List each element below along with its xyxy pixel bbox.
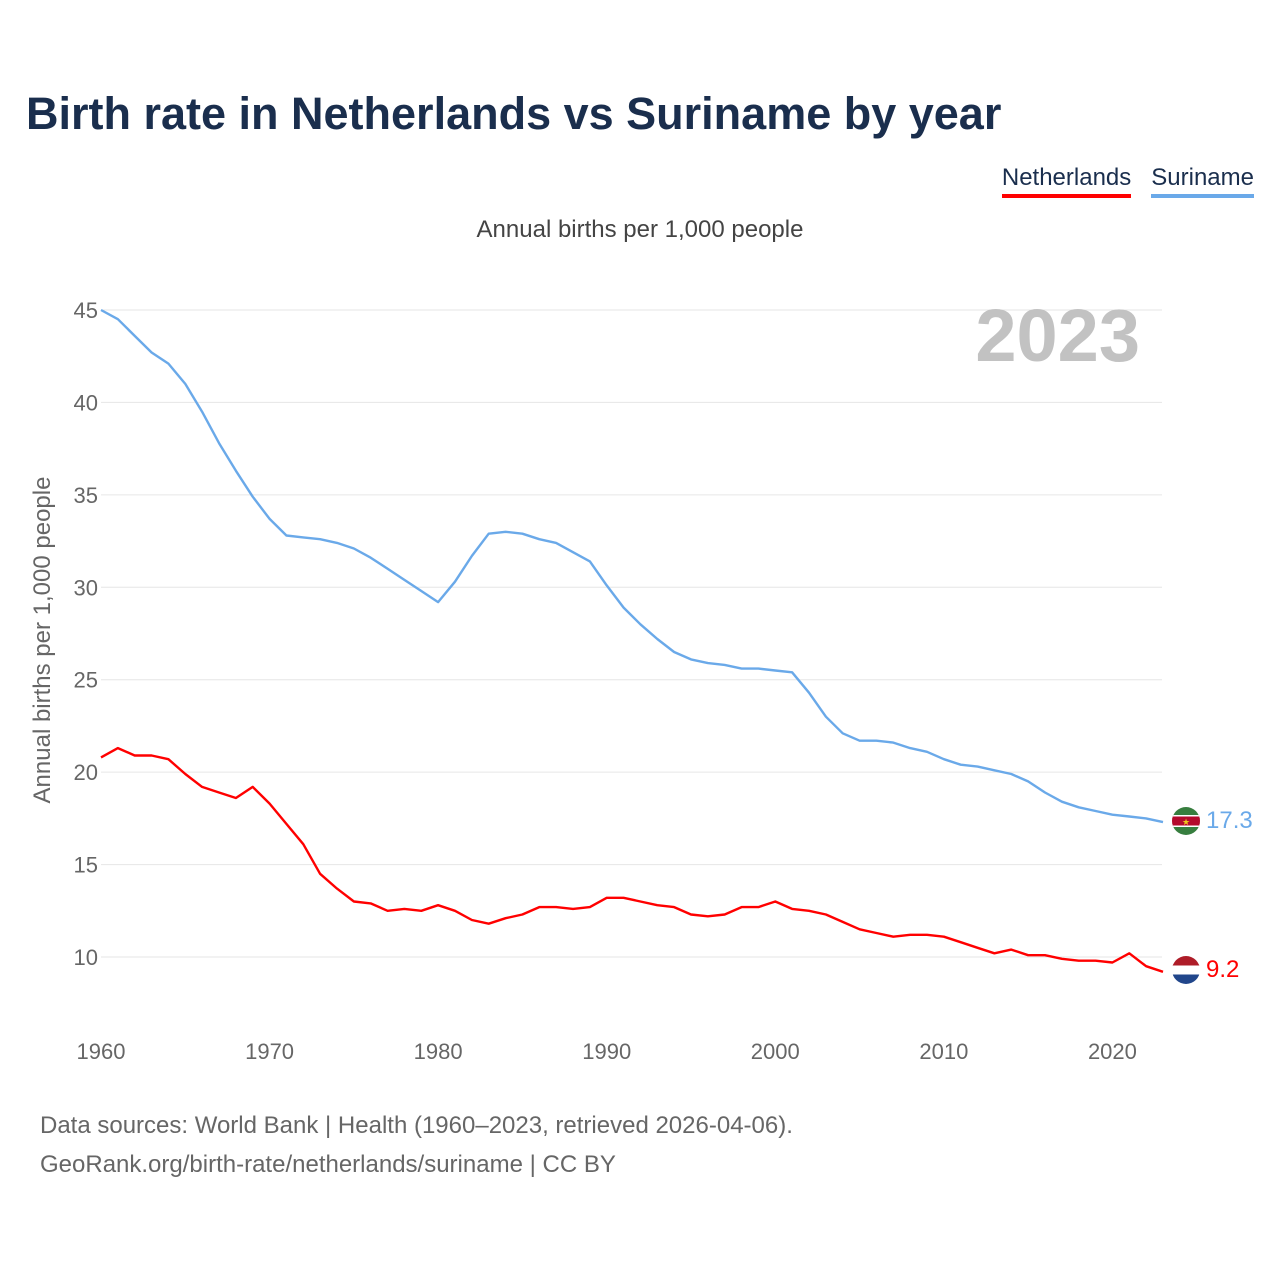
y-tick-label: 30 [74,575,98,600]
x-tick-label: 2000 [751,1039,800,1064]
line-chart: 10 15 20 25 30 35 40 45 1960 1970 1980 1990 2000 201… [29,294,1253,1064]
y-tick-label: 45 [74,298,98,323]
legend: Netherlands Suriname [1001,164,1254,198]
y-tick-label: 15 [74,853,98,878]
y-tick-label: 35 [74,483,98,508]
end-label-netherlands: 9.2 [1206,956,1239,983]
source-url-text: GeoRank.org/birth-rate/netherlands/surin… [40,1151,616,1178]
x-axis-ticks: 1960 1970 1980 1990 2000 2010 2020 [77,1039,1137,1064]
x-tick-label: 1960 [77,1039,126,1064]
y-tick-label: 10 [74,945,98,970]
svg-text:★: ★ [1182,818,1190,828]
chart-subtitle: Annual births per 1,000 people [476,216,804,243]
y-tick-label: 40 [74,390,98,415]
netherlands-flag-icon [1172,956,1200,984]
x-tick-label: 2010 [919,1039,968,1064]
x-tick-label: 1980 [414,1039,463,1064]
y-tick-label: 20 [74,760,98,785]
y-axis-ticks: 10 15 20 25 30 35 40 45 [74,298,98,970]
year-label: 2023 [975,294,1140,377]
footer: Data sources: World Bank | Health (1960–… [40,1106,793,1184]
suriname-flag-icon: ★ [1172,807,1200,835]
legend-item-suriname[interactable]: Suriname [1151,164,1254,198]
x-tick-label: 2020 [1088,1039,1137,1064]
x-tick-label: 1990 [582,1039,631,1064]
chart-title: Birth rate in Netherlands vs Suriname by… [26,88,1002,139]
y-axis-label: Annual births per 1,000 people [29,477,56,804]
end-label-suriname: 17.3 [1206,807,1253,834]
series-line-netherlands [100,746,1164,973]
x-tick-label: 1970 [245,1039,294,1064]
series-line-suriname [100,308,1164,824]
legend-item-netherlands[interactable]: Netherlands [1001,164,1132,198]
y-tick-label: 25 [74,668,98,693]
data-source-text: Data sources: World Bank | Health (1960–… [40,1112,793,1139]
grid-lines [101,309,1162,958]
